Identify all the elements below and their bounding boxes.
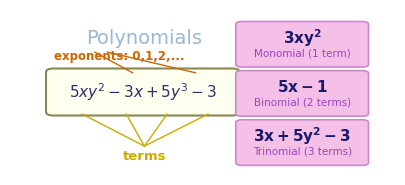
FancyBboxPatch shape bbox=[235, 21, 368, 67]
Text: Binomial (2 terms): Binomial (2 terms) bbox=[253, 98, 350, 108]
Text: $\mathbf{3xy^2}$: $\mathbf{3xy^2}$ bbox=[282, 27, 321, 49]
Text: terms: terms bbox=[122, 150, 166, 163]
Text: Monomial (1 term): Monomial (1 term) bbox=[253, 48, 350, 58]
Text: Polynomials: Polynomials bbox=[86, 29, 202, 48]
Text: $\mathbf{5x - 1}$: $\mathbf{5x - 1}$ bbox=[276, 79, 327, 95]
Text: $\mathbf{3x + 5y^2 - 3}$: $\mathbf{3x + 5y^2 - 3}$ bbox=[253, 125, 350, 147]
FancyBboxPatch shape bbox=[235, 120, 368, 165]
FancyBboxPatch shape bbox=[46, 68, 239, 115]
Text: exponents: 0,1,2,...: exponents: 0,1,2,... bbox=[54, 50, 184, 63]
Text: $5xy^2 - 3x + 5y^3 - 3$: $5xy^2 - 3x + 5y^3 - 3$ bbox=[69, 81, 216, 103]
Text: Trinomial (3 terms): Trinomial (3 terms) bbox=[252, 147, 351, 157]
FancyBboxPatch shape bbox=[235, 71, 368, 116]
